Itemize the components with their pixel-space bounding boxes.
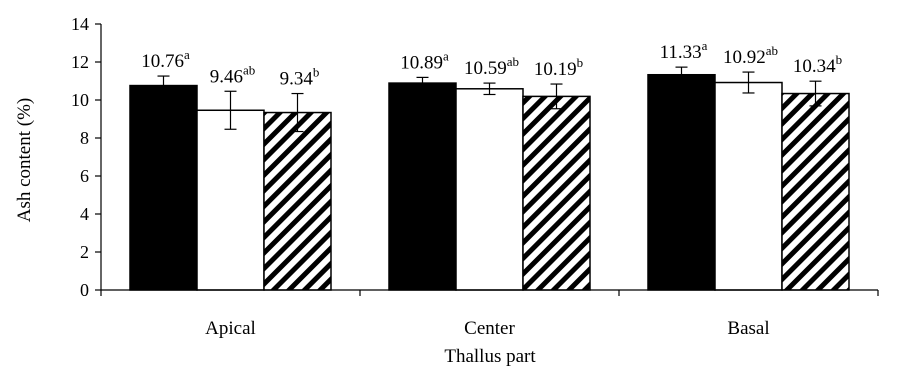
y-tick-label: 2 [80, 242, 89, 262]
data-label-basal-s2: 10.92ab [723, 43, 778, 68]
bar-basal-s3 [781, 92, 850, 291]
category-label-center: Center [464, 318, 515, 339]
bar-basal-s2 [714, 81, 783, 291]
y-tick-label: 14 [71, 14, 89, 34]
bar-apical-s1 [129, 84, 198, 291]
data-label-center-s1: 10.89a [400, 48, 449, 73]
data-label-apical-s3: 9.34b [280, 65, 320, 90]
y-tick-label: 4 [80, 204, 89, 224]
y-tick-label: 12 [71, 52, 89, 72]
data-label-apical-s2: 9.46ab [210, 62, 256, 87]
data-label-basal-s3: 10.34b [793, 52, 842, 77]
bar-center-s2 [455, 88, 524, 291]
error-bar-basal-s1 [675, 66, 688, 83]
error-bar-basal-s3 [809, 80, 822, 107]
error-bar-center-s3 [550, 83, 563, 110]
data-label-apical-s1: 10.76a [141, 47, 190, 72]
bar-apical-s3 [263, 111, 332, 291]
error-bar-apical-s2 [224, 90, 237, 130]
data-label-center-s3: 10.19b [534, 55, 583, 80]
data-label-basal-s1: 11.33a [660, 38, 708, 63]
data-label-center-s2: 10.59ab [464, 54, 519, 79]
y-tick-label: 10 [71, 90, 89, 110]
error-bar-apical-s1 [157, 75, 170, 96]
category-label-apical: Apical [205, 318, 256, 339]
error-bar-center-s1 [416, 76, 429, 90]
y-tick-label: 6 [80, 166, 89, 186]
bar-center-s1 [388, 82, 457, 291]
y-axis-title: Ash content (%) [14, 98, 35, 223]
x-axis-title: Thallus part [444, 346, 536, 367]
error-bar-basal-s2 [742, 71, 755, 94]
error-bar-center-s2 [483, 82, 496, 96]
y-tick-label: 0 [80, 280, 89, 300]
bar-center-s3 [522, 95, 591, 291]
y-tick-label: 8 [80, 128, 89, 148]
category-label-basal: Basal [727, 318, 769, 339]
error-bar-apical-s3 [291, 92, 304, 133]
bar-basal-s1 [647, 73, 716, 291]
bar-apical-s2 [196, 109, 265, 291]
